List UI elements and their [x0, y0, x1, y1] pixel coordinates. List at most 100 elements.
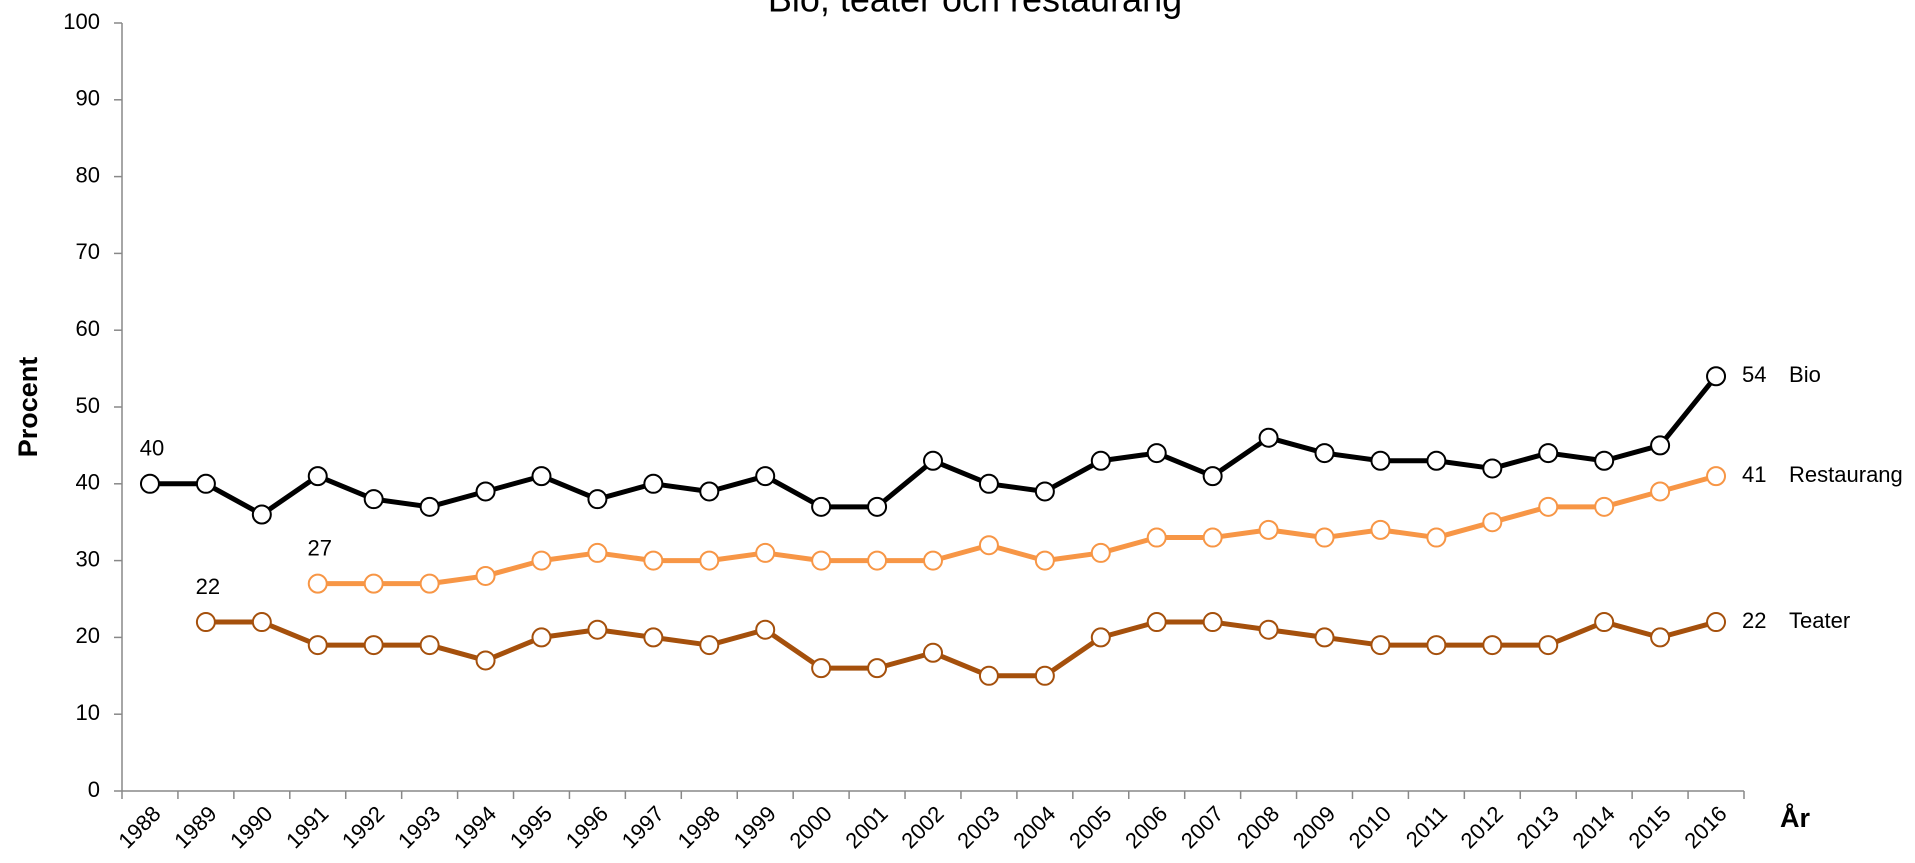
- marker: [1034, 481, 1055, 502]
- marker: [867, 550, 888, 571]
- marker: [643, 550, 664, 571]
- x-tick-label: 2011: [1401, 801, 1452, 852]
- marker: [587, 489, 608, 510]
- marker: [251, 612, 272, 633]
- marker: [419, 573, 440, 594]
- x-tick-label: 1999: [729, 801, 781, 853]
- marker: [1258, 619, 1279, 640]
- marker: [811, 550, 832, 571]
- y-tick-label: 40: [76, 470, 100, 495]
- marker: [139, 473, 160, 494]
- y-tick-label: 60: [76, 316, 100, 341]
- marker: [1594, 450, 1615, 471]
- x-axis-label: År: [1780, 802, 1810, 833]
- marker: [587, 542, 608, 563]
- x-tick-label: 1993: [393, 801, 445, 853]
- marker: [307, 466, 328, 487]
- x-tick-label: 2005: [1064, 801, 1116, 853]
- marker: [1370, 519, 1391, 540]
- marker: [811, 496, 832, 517]
- data-label: 22: [196, 574, 220, 599]
- marker: [1314, 443, 1335, 464]
- marker: [1706, 612, 1727, 633]
- marker: [1258, 519, 1279, 540]
- x-tick-label: 2016: [1679, 801, 1731, 853]
- marker: [1482, 458, 1503, 479]
- marker: [1538, 496, 1559, 517]
- series-line: [205, 619, 1717, 679]
- x-tick-label: 2001: [840, 801, 892, 853]
- marker: [1258, 427, 1279, 448]
- marker: [1538, 635, 1559, 656]
- x-tick-label: 1988: [113, 801, 165, 853]
- marker: [978, 535, 999, 556]
- marker: [699, 550, 720, 571]
- marker: [1146, 612, 1167, 633]
- series-line: [149, 374, 1718, 518]
- marker: [923, 450, 943, 471]
- marker: [1370, 635, 1391, 656]
- y-tick-label: 80: [76, 162, 100, 187]
- data-label: 22: [1742, 608, 1766, 633]
- series-line: [317, 473, 1717, 587]
- data-label: 40: [140, 436, 164, 461]
- marker: [531, 627, 552, 648]
- marker: [475, 650, 496, 671]
- data-label: 54: [1742, 362, 1766, 387]
- y-tick-label: 10: [76, 700, 100, 725]
- marker: [531, 466, 552, 487]
- marker: [1594, 612, 1615, 633]
- marker: [1482, 635, 1503, 656]
- marker: [1650, 435, 1671, 456]
- marker: [811, 658, 832, 679]
- marker: [1650, 481, 1671, 502]
- marker: [475, 565, 496, 586]
- x-tick-label: 2008: [1232, 801, 1284, 853]
- marker: [923, 642, 943, 663]
- x-tick-label: 1998: [673, 801, 725, 853]
- y-tick-label: 90: [76, 86, 100, 111]
- marker: [867, 496, 888, 517]
- marker: [195, 612, 216, 633]
- y-tick-label: 100: [63, 9, 100, 34]
- marker: [755, 466, 776, 487]
- marker: [1202, 527, 1223, 548]
- marker: [1034, 550, 1055, 571]
- marker: [1314, 627, 1335, 648]
- marker: [1594, 496, 1615, 517]
- marker: [363, 635, 384, 656]
- y-tick-label: 50: [76, 393, 100, 418]
- x-tick-label: 2015: [1623, 801, 1675, 853]
- marker: [1146, 443, 1167, 464]
- x-tick-label: 1991: [281, 801, 333, 853]
- marker: [699, 481, 720, 502]
- chart-title: Bio, teater och restaurang: [768, 0, 1182, 20]
- marker: [1482, 512, 1503, 533]
- marker: [1202, 466, 1223, 487]
- x-tick-label: 2014: [1568, 801, 1620, 853]
- marker: [531, 550, 552, 571]
- marker: [755, 619, 776, 640]
- marker: [363, 489, 384, 510]
- x-tick-label: 2007: [1176, 801, 1228, 853]
- marker: [1650, 627, 1671, 648]
- x-tick-label: 1990: [225, 801, 277, 853]
- x-tick-label: 2010: [1344, 801, 1396, 853]
- x-tick-label: 2002: [896, 801, 948, 853]
- marker: [1426, 527, 1447, 548]
- legend-label: Restaurang: [1789, 462, 1903, 487]
- y-axis-label: Procent: [13, 357, 43, 458]
- legend-label: Bio: [1789, 362, 1821, 387]
- marker: [978, 473, 999, 494]
- marker: [643, 627, 664, 648]
- x-tick-label: 2012: [1456, 801, 1508, 853]
- y-tick-label: 0: [88, 777, 100, 802]
- marker: [195, 473, 216, 494]
- marker: [1202, 612, 1223, 633]
- x-tick-label: 2004: [1008, 801, 1060, 853]
- marker: [307, 635, 328, 656]
- x-tick-label: 1996: [561, 801, 613, 853]
- y-tick-label: 20: [76, 623, 100, 648]
- x-tick-label: 2003: [952, 801, 1004, 853]
